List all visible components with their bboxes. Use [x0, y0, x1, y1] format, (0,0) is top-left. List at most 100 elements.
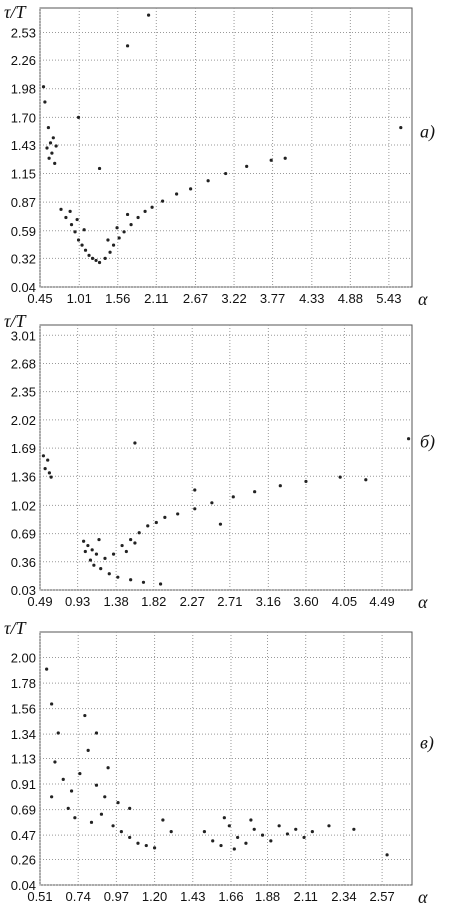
- point: [146, 13, 151, 17]
- point: [124, 549, 128, 554]
- point: [176, 512, 180, 516]
- x-tick-label: 3.22: [221, 291, 246, 306]
- x-tick-label: 1.20: [142, 889, 167, 904]
- y-tick-label: 2.35: [11, 385, 36, 400]
- x-tick-label: 2.67: [183, 291, 208, 306]
- point: [61, 777, 65, 781]
- point: [210, 501, 214, 505]
- point: [48, 141, 53, 145]
- plot-area: [39, 7, 413, 288]
- point: [89, 820, 94, 824]
- point: [128, 806, 132, 811]
- y-axis-label: τ/T: [4, 311, 27, 331]
- point: [116, 575, 120, 579]
- point: [302, 835, 306, 840]
- y-tick-label: 1.43: [11, 138, 36, 153]
- point: [76, 238, 81, 242]
- y-tick-label: 0.04: [11, 280, 36, 295]
- point: [227, 824, 231, 828]
- point: [338, 475, 342, 479]
- point: [97, 166, 102, 171]
- y-tick-label: 1.02: [11, 498, 36, 513]
- point: [146, 524, 150, 528]
- point: [219, 843, 223, 848]
- point: [111, 552, 116, 556]
- point: [94, 783, 99, 787]
- point: [269, 158, 273, 162]
- point: [97, 537, 101, 542]
- y-tick-label: 0.03: [11, 583, 36, 598]
- x-tick-label: 0.93: [65, 594, 90, 609]
- point: [47, 156, 51, 160]
- point: [269, 839, 273, 843]
- point: [222, 816, 226, 820]
- x-tick-label: 2.27: [180, 594, 205, 609]
- point: [103, 795, 107, 799]
- point: [294, 827, 298, 831]
- y-tick-label: 0.69: [11, 803, 36, 818]
- point: [97, 260, 102, 265]
- point: [399, 125, 403, 130]
- point: [252, 827, 256, 831]
- point: [304, 479, 308, 484]
- point: [202, 830, 207, 834]
- point: [231, 495, 235, 499]
- x-tick-label: 5.43: [376, 291, 401, 306]
- point: [278, 484, 282, 488]
- y-axis-label: τ/T: [4, 618, 27, 638]
- y-tick-label: 0.69: [11, 527, 36, 542]
- point: [107, 572, 111, 576]
- point: [41, 85, 46, 89]
- point: [103, 256, 107, 260]
- point: [136, 841, 140, 845]
- point: [99, 812, 104, 816]
- x-tick-label: 1.43: [180, 889, 205, 904]
- point: [385, 853, 389, 857]
- x-tick-label: 4.49: [369, 594, 394, 609]
- point: [82, 228, 86, 232]
- point: [249, 818, 253, 822]
- point: [41, 454, 46, 458]
- x-tick-label: 0.51: [27, 889, 52, 904]
- panel-label: в): [420, 733, 434, 754]
- point: [56, 731, 60, 735]
- point: [141, 580, 146, 584]
- point: [150, 205, 154, 209]
- point: [83, 248, 88, 252]
- point: [137, 531, 141, 535]
- point: [133, 441, 137, 445]
- point: [144, 843, 148, 848]
- point: [283, 156, 287, 160]
- point: [76, 115, 81, 119]
- y-tick-label: 1.70: [11, 110, 36, 125]
- point: [87, 253, 91, 257]
- point: [211, 839, 215, 843]
- point: [129, 537, 133, 542]
- point: [115, 226, 119, 230]
- x-axis-label: α: [418, 887, 428, 907]
- point: [43, 467, 47, 471]
- point: [143, 209, 147, 213]
- point: [45, 667, 49, 671]
- point: [88, 558, 93, 562]
- y-tick-label: 1.34: [11, 727, 36, 742]
- point: [73, 816, 77, 820]
- point: [83, 549, 87, 554]
- y-tick-label: 3.01: [11, 328, 36, 343]
- point: [106, 238, 110, 242]
- point: [119, 830, 123, 834]
- y-tick-label: 2.53: [11, 26, 36, 41]
- point: [129, 578, 133, 582]
- point: [125, 212, 130, 217]
- point: [129, 223, 133, 227]
- point: [92, 563, 96, 567]
- x-tick-label: 3.77: [260, 291, 285, 306]
- point: [122, 230, 126, 234]
- point: [169, 830, 173, 834]
- point: [364, 478, 368, 482]
- point: [50, 702, 54, 706]
- point: [99, 567, 103, 571]
- point: [160, 199, 165, 203]
- point: [94, 552, 99, 556]
- x-tick-label: 4.33: [299, 291, 324, 306]
